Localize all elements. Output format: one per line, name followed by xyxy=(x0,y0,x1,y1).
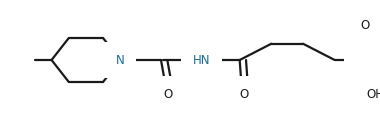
Text: N: N xyxy=(116,54,125,66)
Text: O: O xyxy=(164,88,173,101)
Text: O: O xyxy=(360,19,369,32)
Text: OH: OH xyxy=(366,88,380,101)
Text: HN: HN xyxy=(193,54,211,66)
Text: O: O xyxy=(239,88,249,101)
